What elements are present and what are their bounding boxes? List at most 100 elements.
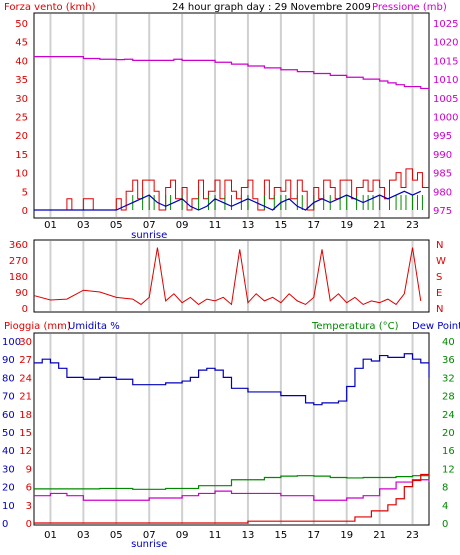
pressure-tick-1020: 1020 — [433, 38, 458, 49]
direction-tick-90: 90 — [15, 288, 28, 299]
panel-climate-y-ticks: 1009080706050403020100302724211815129630… — [2, 337, 455, 530]
rain-tick-24: 24 — [19, 373, 32, 384]
temperature-tick-32: 32 — [442, 373, 455, 384]
temperature-tick-40: 40 — [442, 337, 455, 348]
compass-tick-W-1: W — [436, 256, 446, 267]
sunrise-label: sunrise — [131, 230, 167, 241]
panel-wind-x-ticks: 01 03 05 07 09 11 13 15 17 19 21 23 sunrise — [44, 220, 419, 241]
x-tick-bottom-05: 05 — [110, 530, 123, 541]
rain-tick-18: 18 — [19, 410, 32, 421]
x-tick-bottom-15: 15 — [275, 530, 288, 541]
humidity-tick-40: 40 — [2, 446, 15, 457]
temperature-tick-16: 16 — [442, 446, 455, 457]
wind-tick-30: 30 — [15, 94, 28, 105]
sunrise-label-bottom: sunrise — [131, 539, 167, 550]
x-tick-bottom-23: 23 — [406, 530, 419, 541]
wind-tick-5: 5 — [22, 187, 28, 198]
humidity-tick-90: 90 — [2, 355, 15, 366]
rain-tick-30: 30 — [19, 337, 32, 348]
x-tick-13: 13 — [242, 220, 255, 231]
series-dewpoint-line — [34, 479, 430, 501]
humidity-tick-30: 30 — [2, 464, 15, 475]
humidity-tick-100: 100 — [2, 337, 21, 348]
x-tick-bottom-01: 01 — [44, 530, 57, 541]
x-tick-01: 01 — [44, 220, 57, 231]
dewpoint-axis-title: Dew Point — [412, 321, 460, 332]
x-tick-11: 11 — [209, 220, 222, 231]
x-tick-bottom-21: 21 — [373, 530, 386, 541]
x-tick-bottom-13: 13 — [242, 530, 255, 541]
temperature-tick-36: 36 — [442, 355, 455, 366]
rain-tick-0: 0 — [26, 519, 32, 530]
wind-tick-25: 25 — [15, 113, 28, 124]
series-wind-direction-line — [33, 247, 422, 306]
rain-tick-6: 6 — [26, 483, 32, 494]
wind-tick-45: 45 — [15, 38, 28, 49]
rain-tick-21: 21 — [19, 392, 32, 403]
humidity-axis-title: Umidita % — [68, 321, 120, 332]
x-tick-bottom-03: 03 — [77, 530, 90, 541]
temperature-tick-12: 12 — [442, 464, 455, 475]
humidity-tick-0: 0 — [2, 519, 8, 530]
temperature-tick-28: 28 — [442, 392, 455, 403]
temperature-tick-24: 24 — [442, 410, 455, 421]
temperature-axis-title: Temperatura (°C) — [311, 321, 399, 332]
temperature-tick-0: 0 — [442, 519, 448, 530]
compass-tick-N-4: N — [436, 304, 443, 315]
x-tick-bottom-09: 09 — [176, 530, 189, 541]
panel-wind-y-ticks: 5045403530252015105010251020101510101005… — [15, 19, 458, 217]
wind-tick-40: 40 — [15, 56, 28, 67]
humidity-tick-70: 70 — [2, 392, 15, 403]
direction-tick-0: 0 — [22, 304, 28, 315]
temperature-tick-20: 20 — [442, 428, 455, 439]
pressure-tick-985: 985 — [433, 169, 452, 180]
x-tick-bottom-07: 07 — [143, 530, 156, 541]
pressure-tick-975: 975 — [433, 206, 452, 217]
x-tick-19: 19 — [340, 220, 353, 231]
direction-tick-360: 360 — [9, 240, 28, 251]
pressure-tick-1005: 1005 — [433, 94, 458, 105]
rain-tick-3: 3 — [26, 501, 32, 512]
x-tick-bottom-11: 11 — [209, 530, 222, 541]
panel-wind-series — [34, 56, 429, 211]
x-tick-15: 15 — [275, 220, 288, 231]
rain-axis-title: Pioggia (mm) — [4, 321, 71, 332]
rain-tick-9: 9 — [26, 464, 32, 475]
wind-tick-50: 50 — [15, 19, 28, 30]
humidity-tick-80: 80 — [2, 373, 15, 384]
x-tick-09: 09 — [176, 220, 189, 231]
wind-tick-35: 35 — [15, 75, 28, 86]
pressure-tick-1000: 1000 — [433, 113, 458, 124]
x-tick-17: 17 — [307, 220, 320, 231]
temperature-tick-4: 4 — [442, 501, 448, 512]
panel-direction-frame — [33, 239, 430, 313]
x-tick-bottom-17: 17 — [307, 530, 320, 541]
humidity-tick-10: 10 — [2, 501, 15, 512]
pressure-tick-1015: 1015 — [433, 56, 458, 67]
x-tick-05: 05 — [110, 220, 123, 231]
wind-tick-15: 15 — [15, 150, 28, 161]
series-wind-average-line — [34, 190, 422, 211]
panel-direction-series — [33, 247, 422, 306]
compass-tick-E-3: E — [436, 288, 442, 299]
x-tick-23: 23 — [406, 220, 419, 231]
wind-tick-10: 10 — [15, 169, 28, 180]
compass-tick-N-0: N — [436, 240, 443, 251]
rain-tick-12: 12 — [19, 446, 32, 457]
humidity-tick-20: 20 — [2, 483, 15, 494]
humidity-tick-60: 60 — [2, 410, 15, 421]
series-humidity-line — [34, 353, 430, 406]
x-tick-07: 07 — [143, 220, 156, 231]
compass-tick-S-2: S — [436, 272, 442, 283]
series-pressure-line — [34, 56, 429, 90]
chart-title: 24 hour graph day : 29 Novembre 2009 — [172, 2, 371, 13]
pressure-tick-990: 990 — [433, 150, 452, 161]
wind-tick-20: 20 — [15, 131, 28, 142]
wind-speed-axis-title: Forza vento (kmh) — [4, 2, 96, 13]
panel-climate-x-ticks: 01 03 05 07 09 11 13 15 17 19 21 23 sunrise — [44, 530, 419, 550]
series-wind-gust-line — [34, 168, 429, 211]
pressure-tick-1025: 1025 — [433, 19, 458, 30]
rain-tick-15: 15 — [19, 428, 32, 439]
